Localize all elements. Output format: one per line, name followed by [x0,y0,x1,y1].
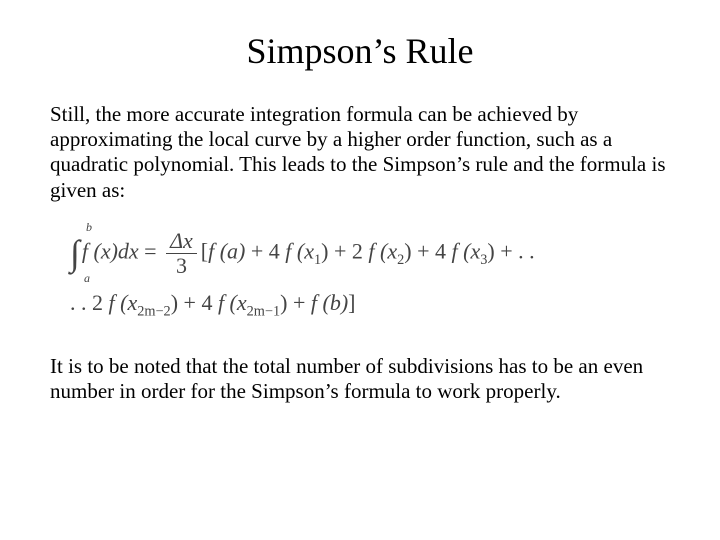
term-fx1: f (x [285,238,314,263]
delta-x-over-3: Δx3 [166,229,197,278]
term-fx2m2: f (x [109,290,138,315]
integral-sign: ∫ b a [70,223,80,284]
formula-line-1: ∫ b a f (x)dx = Δx3[f (a) + 4 f (x1) + 2… [70,223,670,284]
close-paren-3: ) [487,238,494,263]
fraction-denominator: 3 [166,254,197,278]
close-paren-2: ) [404,238,411,263]
coef-4-3: 4 [201,290,212,315]
plus-4: + [178,290,201,315]
term-fx3: f (x [452,238,481,263]
term-fx2: f (x [368,238,397,263]
note-paragraph: It is to be noted that the total number … [50,354,670,404]
equals: = [139,238,162,263]
close-paren-4: ) [171,290,178,315]
sub-2m-1: 2m−1 [247,303,280,319]
integral-upper-bound: b [86,217,92,237]
close-bracket: ] [348,290,355,315]
coef-2-2: 2 [92,290,103,315]
plus-2: + [328,238,351,263]
plus-3: + [412,238,435,263]
slide-title: Simpson’s Rule [50,30,670,72]
term-fb: f (b) [311,290,348,315]
coef-2-1: 2 [352,238,363,263]
open-bracket: [ [201,238,208,263]
continuation-2: . . [70,290,92,315]
continuation-1: + . . [495,238,535,263]
term-fx2m1: f (x [218,290,247,315]
coef-4-2: 4 [435,238,446,263]
sub-2m-2: 2m−2 [137,303,170,319]
integral-lower-bound: a [84,268,90,288]
coef-4-1: 4 [269,238,280,263]
term-fa: f (a) [208,238,245,263]
plus-1: + [245,238,268,263]
plus-5: + [287,290,310,315]
integrand: f (x)dx [82,238,139,263]
formula-line-2: . . 2 f (x2m−2) + 4 f (x2m−1) + f (b)] [70,284,670,324]
slide: Simpson’s Rule Still, the more accurate … [0,0,720,540]
simpson-formula: ∫ b a f (x)dx = Δx3[f (a) + 4 f (x1) + 2… [70,223,670,324]
fraction-numerator: Δx [166,229,197,254]
intro-paragraph: Still, the more accurate integration for… [50,102,670,203]
